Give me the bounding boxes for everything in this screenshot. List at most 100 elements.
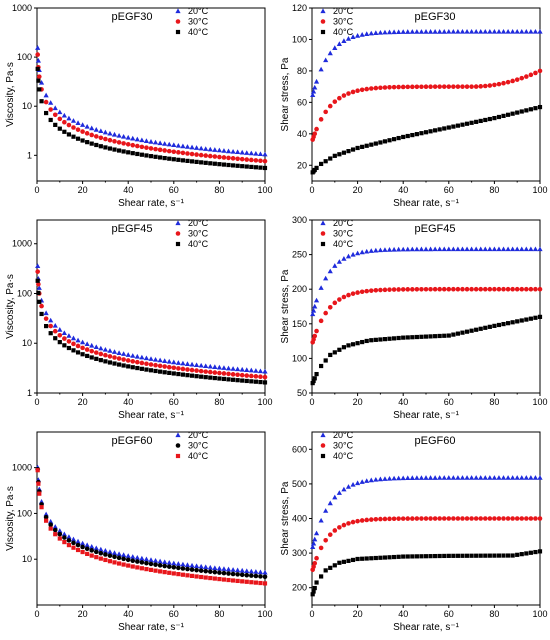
data-point xyxy=(464,28,470,34)
data-point xyxy=(98,345,104,351)
x-tick-label: 100 xyxy=(532,185,547,195)
data-point xyxy=(319,363,324,369)
data-point xyxy=(225,148,232,154)
data-point xyxy=(176,572,181,577)
data-point xyxy=(514,246,520,252)
data-point xyxy=(226,571,231,576)
data-point xyxy=(130,365,135,370)
data-point xyxy=(52,105,58,111)
data-point xyxy=(473,475,479,480)
data-point xyxy=(482,286,488,292)
data-point xyxy=(75,542,81,548)
y-axis-title: Shear stress, Pa xyxy=(280,57,291,131)
data-point xyxy=(262,574,268,580)
data-point xyxy=(409,246,415,252)
data-point xyxy=(350,89,356,95)
x-tick-label: 0 xyxy=(34,397,39,407)
data-point xyxy=(184,144,191,149)
data-point xyxy=(130,554,136,559)
x-axis-title: Shear rate, s⁻¹ xyxy=(393,622,460,633)
data-point xyxy=(185,151,190,156)
series-30C xyxy=(35,52,268,164)
data-point xyxy=(378,516,383,522)
data-point xyxy=(43,92,49,98)
data-point xyxy=(423,84,429,90)
data-point xyxy=(492,115,497,121)
data-point xyxy=(175,360,181,365)
legend-label: 20°C xyxy=(333,218,354,228)
data-point xyxy=(194,368,199,373)
data-point xyxy=(171,564,177,570)
data-point xyxy=(125,352,131,357)
data-point xyxy=(310,544,316,549)
data-point xyxy=(84,546,90,552)
data-point xyxy=(428,84,433,90)
data-point xyxy=(501,113,506,118)
data-point xyxy=(364,478,370,483)
data-point xyxy=(364,248,370,254)
data-point xyxy=(180,150,186,156)
data-point xyxy=(35,263,41,269)
legend-label: 30°C xyxy=(188,229,209,239)
data-point xyxy=(312,84,318,90)
y-tick-label: 80 xyxy=(297,66,307,76)
data-point xyxy=(212,147,218,152)
data-point xyxy=(57,332,63,338)
data-point xyxy=(446,333,451,338)
data-point xyxy=(80,345,85,351)
data-point xyxy=(405,554,410,559)
data-point xyxy=(441,286,447,292)
data-point xyxy=(400,516,406,521)
data-point xyxy=(162,570,167,575)
data-point xyxy=(194,362,200,368)
data-point xyxy=(139,354,145,360)
data-point xyxy=(212,370,218,375)
data-point xyxy=(244,367,250,372)
data-point xyxy=(469,84,474,89)
data-point xyxy=(107,549,113,554)
data-point xyxy=(166,358,172,364)
data-point xyxy=(368,288,374,293)
data-point xyxy=(327,532,333,537)
data-point xyxy=(482,28,488,34)
data-point xyxy=(126,563,131,568)
data-point xyxy=(257,151,264,157)
y-tick-label: 500 xyxy=(292,479,307,489)
data-point xyxy=(171,142,177,148)
data-point xyxy=(249,379,254,384)
data-point xyxy=(35,269,40,274)
data-point xyxy=(103,552,108,557)
data-point xyxy=(153,562,158,567)
data-point xyxy=(327,268,333,274)
y-tick-label: 200 xyxy=(292,284,307,294)
data-point xyxy=(139,560,145,565)
data-point xyxy=(98,358,103,363)
data-point xyxy=(341,486,347,492)
data-point xyxy=(455,28,461,34)
data-point xyxy=(248,367,254,373)
data-point xyxy=(524,286,529,292)
legend-label: 30°C xyxy=(188,441,209,451)
data-point xyxy=(135,565,140,570)
data-point xyxy=(377,476,383,482)
data-point xyxy=(355,250,361,256)
data-point xyxy=(459,246,466,252)
data-point xyxy=(217,370,222,376)
data-point xyxy=(405,246,411,252)
data-point xyxy=(226,377,231,382)
data-point xyxy=(501,80,506,86)
data-point xyxy=(428,286,433,292)
data-point xyxy=(469,475,475,480)
data-point xyxy=(364,517,370,523)
data-point xyxy=(532,475,539,480)
data-point xyxy=(337,152,342,157)
data-point xyxy=(378,337,383,342)
data-point xyxy=(148,356,154,361)
data-point xyxy=(433,334,438,339)
data-point xyxy=(235,572,240,577)
data-point xyxy=(437,127,442,132)
x-tick-label: 40 xyxy=(398,609,408,619)
data-point xyxy=(414,475,420,480)
data-point xyxy=(94,555,99,560)
data-point xyxy=(207,569,213,574)
